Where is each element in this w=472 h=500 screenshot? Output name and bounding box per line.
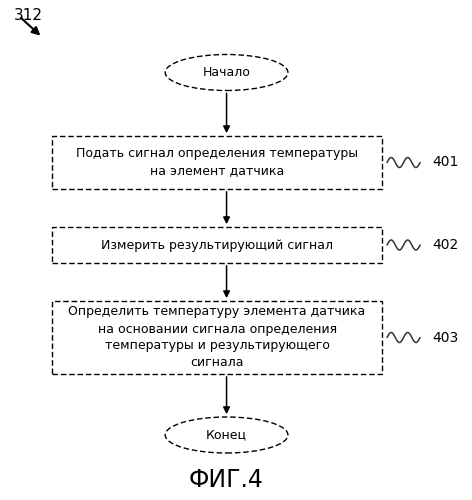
- Text: 401: 401: [432, 156, 458, 170]
- Text: 402: 402: [432, 238, 458, 252]
- Ellipse shape: [165, 54, 288, 90]
- Text: Измерить результирующий сигнал: Измерить результирующий сигнал: [101, 238, 333, 252]
- Text: Подать сигнал определения температуры
на элемент датчика: Подать сигнал определения температуры на…: [76, 148, 358, 178]
- FancyBboxPatch shape: [52, 301, 382, 374]
- Text: Определить температуру элемента датчика
на основании сигнала определения
темпера: Определить температуру элемента датчика …: [68, 306, 366, 370]
- Text: 312: 312: [14, 8, 43, 22]
- Ellipse shape: [165, 417, 288, 453]
- FancyBboxPatch shape: [52, 227, 382, 263]
- Text: 403: 403: [432, 330, 458, 344]
- Text: ФИГ.4: ФИГ.4: [189, 468, 264, 492]
- Text: Конец: Конец: [206, 428, 247, 442]
- Text: Начало: Начало: [202, 66, 251, 79]
- FancyBboxPatch shape: [52, 136, 382, 188]
